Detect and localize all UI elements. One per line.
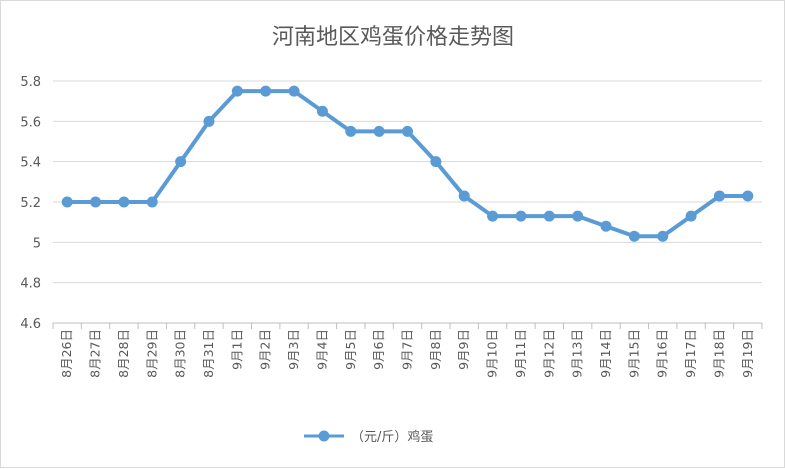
data-point[interactable] bbox=[572, 210, 584, 222]
x-tick-label: 9月11日 bbox=[513, 329, 528, 378]
x-tick-label: 9月16日 bbox=[655, 329, 670, 378]
legend-marker-swatch bbox=[318, 430, 330, 442]
data-point[interactable] bbox=[175, 156, 187, 168]
x-tick-label: 9月3日 bbox=[286, 329, 301, 370]
chart-title: 河南地区鸡蛋价格走势图 bbox=[272, 25, 514, 50]
x-tick-label: 9月7日 bbox=[400, 329, 415, 370]
x-tick-label: 8月27日 bbox=[88, 329, 103, 378]
data-point[interactable] bbox=[543, 210, 555, 222]
data-point[interactable] bbox=[260, 85, 272, 97]
x-tick-label: 9月2日 bbox=[258, 329, 273, 370]
x-tick-label: 9月6日 bbox=[371, 329, 386, 370]
legend[interactable]: （元/斤）鸡蛋 bbox=[304, 429, 433, 445]
x-tick-label: 9月8日 bbox=[428, 329, 443, 370]
x-tick-label: 9月19日 bbox=[740, 329, 755, 378]
data-point[interactable] bbox=[713, 190, 725, 202]
y-tick-label: 5.2 bbox=[20, 196, 41, 211]
x-tick-label: 8月29日 bbox=[144, 329, 159, 378]
y-tick-label: 4.6 bbox=[20, 317, 41, 332]
gridlines bbox=[53, 80, 762, 324]
y-tick-label: 5.6 bbox=[20, 115, 41, 130]
x-tick-label: 9月1日 bbox=[229, 329, 244, 370]
data-point[interactable] bbox=[430, 156, 442, 168]
data-point[interactable] bbox=[146, 196, 158, 208]
data-point[interactable] bbox=[742, 190, 754, 202]
data-point[interactable] bbox=[231, 85, 243, 97]
data-point[interactable] bbox=[458, 190, 470, 202]
x-tick-label: 9月13日 bbox=[570, 329, 585, 378]
y-tick-label: 5 bbox=[33, 236, 41, 251]
series-line bbox=[65, 89, 750, 239]
x-tick-label: 8月30日 bbox=[173, 329, 188, 378]
x-tick-label: 9月9日 bbox=[456, 329, 471, 370]
x-tick-label: 9月10日 bbox=[485, 329, 500, 378]
x-tick-label: 9月12日 bbox=[541, 329, 556, 378]
data-point[interactable] bbox=[628, 230, 640, 242]
data-point[interactable] bbox=[345, 125, 357, 137]
y-tick-label: 5.4 bbox=[20, 156, 41, 171]
legend-label: （元/斤）鸡蛋 bbox=[351, 429, 433, 445]
data-point[interactable] bbox=[316, 105, 328, 117]
x-tick-label: 9月14日 bbox=[598, 329, 613, 378]
y-tick-label: 5.8 bbox=[20, 75, 41, 90]
series-layer bbox=[61, 85, 754, 242]
y-axis-ticks: 4.6 4.8 5 5.2 5.4 5.6 5.8 bbox=[20, 75, 41, 332]
x-tick-label: 9月18日 bbox=[711, 329, 726, 378]
data-point[interactable] bbox=[288, 85, 300, 97]
data-point[interactable] bbox=[203, 115, 215, 127]
x-tick-label: 9月15日 bbox=[626, 329, 641, 378]
data-point[interactable] bbox=[600, 220, 612, 232]
x-tick-label: 8月28日 bbox=[116, 329, 131, 378]
data-point[interactable] bbox=[373, 125, 385, 137]
x-axis-ticks: 8月26日 8月27日 8月28日 8月29日 8月30日 8月31日 9月1日 9月2日 9月… bbox=[52, 323, 763, 378]
data-point[interactable] bbox=[685, 210, 697, 222]
y-tick-label: 4.8 bbox=[20, 277, 41, 292]
data-point[interactable] bbox=[61, 196, 73, 208]
x-tick-label: 9月17日 bbox=[683, 329, 698, 378]
x-tick-label: 8月26日 bbox=[59, 329, 74, 378]
data-point[interactable] bbox=[657, 230, 669, 242]
data-point[interactable] bbox=[487, 210, 499, 222]
x-tick-label: 9月5日 bbox=[343, 329, 358, 370]
data-point[interactable] bbox=[515, 210, 527, 222]
data-point[interactable] bbox=[118, 196, 130, 208]
x-tick-label: 8月31日 bbox=[201, 329, 216, 378]
x-tick-label: 9月4日 bbox=[314, 329, 329, 370]
data-point[interactable] bbox=[90, 196, 102, 208]
data-point[interactable] bbox=[402, 125, 413, 137]
